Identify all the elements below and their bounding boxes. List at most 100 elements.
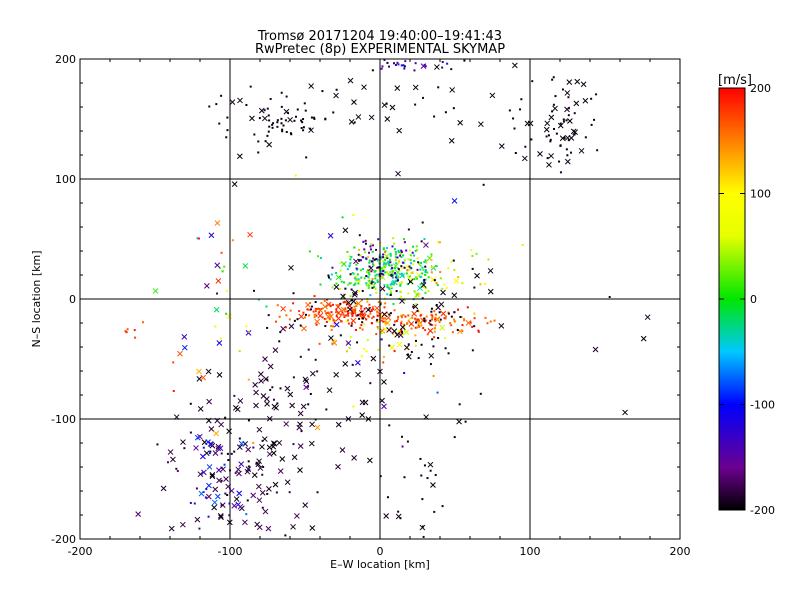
dot-marker [394,320,397,323]
cross-marker [592,346,599,353]
dot-marker [383,306,386,309]
dot-marker [438,321,441,324]
cross-marker [396,127,403,134]
dot-marker [434,474,437,477]
cross-marker [381,403,387,410]
dot-marker [387,260,390,263]
dot-marker [411,272,414,275]
cross-marker [341,261,347,267]
colorbar-tick-label: 0 [750,293,757,306]
cross-marker [262,356,268,362]
dot-marker [431,324,434,327]
dot-marker [340,280,343,283]
dot-marker [343,315,346,318]
dot-marker [482,183,485,186]
dot-marker [386,262,389,265]
cross-marker [250,492,257,499]
dot-marker [359,259,362,262]
cross-marker [451,292,458,299]
dot-marker [344,287,347,290]
cross-marker [242,519,248,526]
dot-marker [416,268,419,271]
dot-marker [373,264,376,267]
dot-marker [422,285,425,288]
dot-marker [461,282,464,285]
dot-marker [383,284,386,287]
dot-marker [422,535,425,538]
dot-marker [422,96,425,99]
dot-marker [405,272,408,275]
dot-marker [422,280,425,283]
dot-marker [290,133,293,136]
dot-marker [266,326,269,329]
cross-marker [276,439,283,446]
dot-marker [369,248,372,251]
x-tick-label: 0 [377,545,384,558]
dot-marker [596,149,599,152]
dot-marker [367,271,370,274]
dot-marker [324,310,327,313]
cross-marker [298,313,305,320]
dot-marker [373,270,376,273]
dot-marker [325,312,328,315]
dot-marker [430,307,433,310]
dot-marker [361,289,364,292]
dot-marker [349,295,352,298]
dot-marker [382,248,385,251]
cross-marker [204,283,210,289]
dot-marker [305,156,308,159]
dot-marker [383,264,386,267]
dot-marker [367,308,370,311]
dot-marker [125,331,128,334]
cross-marker [512,62,518,69]
dot-marker [413,290,416,293]
dot-marker [257,298,260,301]
dot-marker [280,91,283,94]
cross-marker [345,340,352,346]
dot-marker [477,330,480,333]
dot-marker [358,290,361,293]
dot-marker [402,314,405,317]
dot-marker [382,361,385,364]
dot-marker [371,306,374,309]
cross-marker [423,242,429,248]
cross-marker [383,513,390,519]
dot-marker [434,324,437,327]
dot-marker [302,126,305,129]
cross-marker [167,449,174,455]
dot-marker [400,267,403,270]
dot-marker [359,269,362,272]
dot-marker [493,319,496,322]
cross-marker [397,332,404,339]
dot-marker [281,130,284,133]
dot-marker [354,309,357,312]
dot-marker [376,279,379,282]
dot-marker [315,314,318,317]
dot-marker [444,317,447,320]
dot-marker [238,437,241,440]
cross-marker [314,318,321,325]
dot-marker [353,121,356,124]
dot-marker [348,265,351,268]
cross-marker [205,368,212,375]
dot-marker [470,249,473,252]
dot-marker [389,293,392,296]
dot-marker [253,289,256,292]
dot-marker [372,281,375,284]
dot-marker [407,258,410,261]
dot-marker [402,333,405,336]
dot-marker [471,267,474,270]
dot-marker [406,440,409,443]
dot-marker [453,269,456,272]
dot-marker [300,126,303,129]
dot-marker [384,271,387,274]
cross-marker [231,181,238,187]
cross-marker [333,284,340,290]
dot-marker [293,319,296,322]
cross-marker [335,310,342,316]
cross-marker [208,441,215,448]
cross-marker [280,305,287,312]
cross-marker [288,264,294,271]
dot-marker [549,140,552,143]
dot-marker [409,280,412,283]
